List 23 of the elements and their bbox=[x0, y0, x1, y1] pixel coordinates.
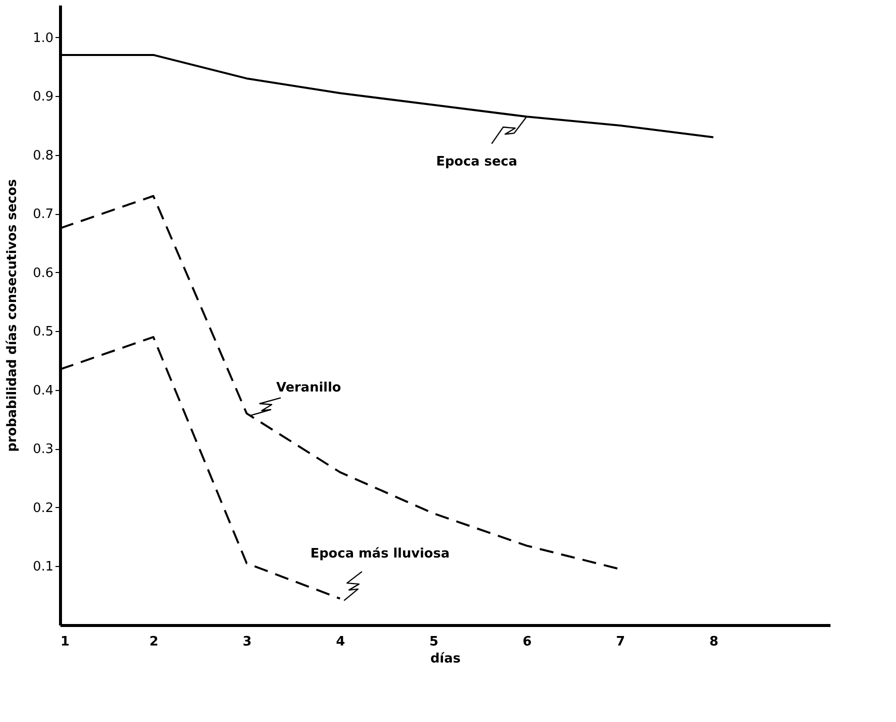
y-tick-label: 0.8 bbox=[32, 148, 54, 164]
y-tick-label: 0.5 bbox=[32, 324, 54, 340]
legend-label: Epoca seca bbox=[436, 154, 518, 170]
y-tick-label: 0.1 bbox=[32, 560, 54, 575]
y-tick-label: 0.7 bbox=[32, 207, 54, 222]
series-label: Epoca más lluviosa bbox=[310, 546, 450, 562]
x-tick-label: 5 bbox=[429, 634, 438, 650]
y-tick-label: 0.6 bbox=[32, 266, 54, 281]
y-tick-label: 0.4 bbox=[32, 383, 54, 398]
x-tick-label: 7 bbox=[616, 634, 626, 650]
x-tick-label: 4 bbox=[336, 634, 346, 650]
x-tick-label: 2 bbox=[149, 634, 158, 650]
x-tick-label: 1 bbox=[60, 634, 70, 650]
x-tick-label: 3 bbox=[242, 634, 252, 650]
text: Veranillo bbox=[276, 380, 342, 396]
x-axis-title: días bbox=[430, 652, 461, 666]
x-tick-label: 8 bbox=[709, 634, 718, 650]
y-tick-label: 0.3 bbox=[32, 442, 54, 458]
y-axis-title: probabilidad días consecutivos secos bbox=[4, 178, 20, 452]
y-tick-label: 1.0 bbox=[32, 30, 54, 46]
y-tick-label: 0.9 bbox=[32, 90, 54, 105]
x-tick-label: 6 bbox=[522, 634, 532, 650]
y-tick-label: 0.2 bbox=[32, 500, 54, 516]
